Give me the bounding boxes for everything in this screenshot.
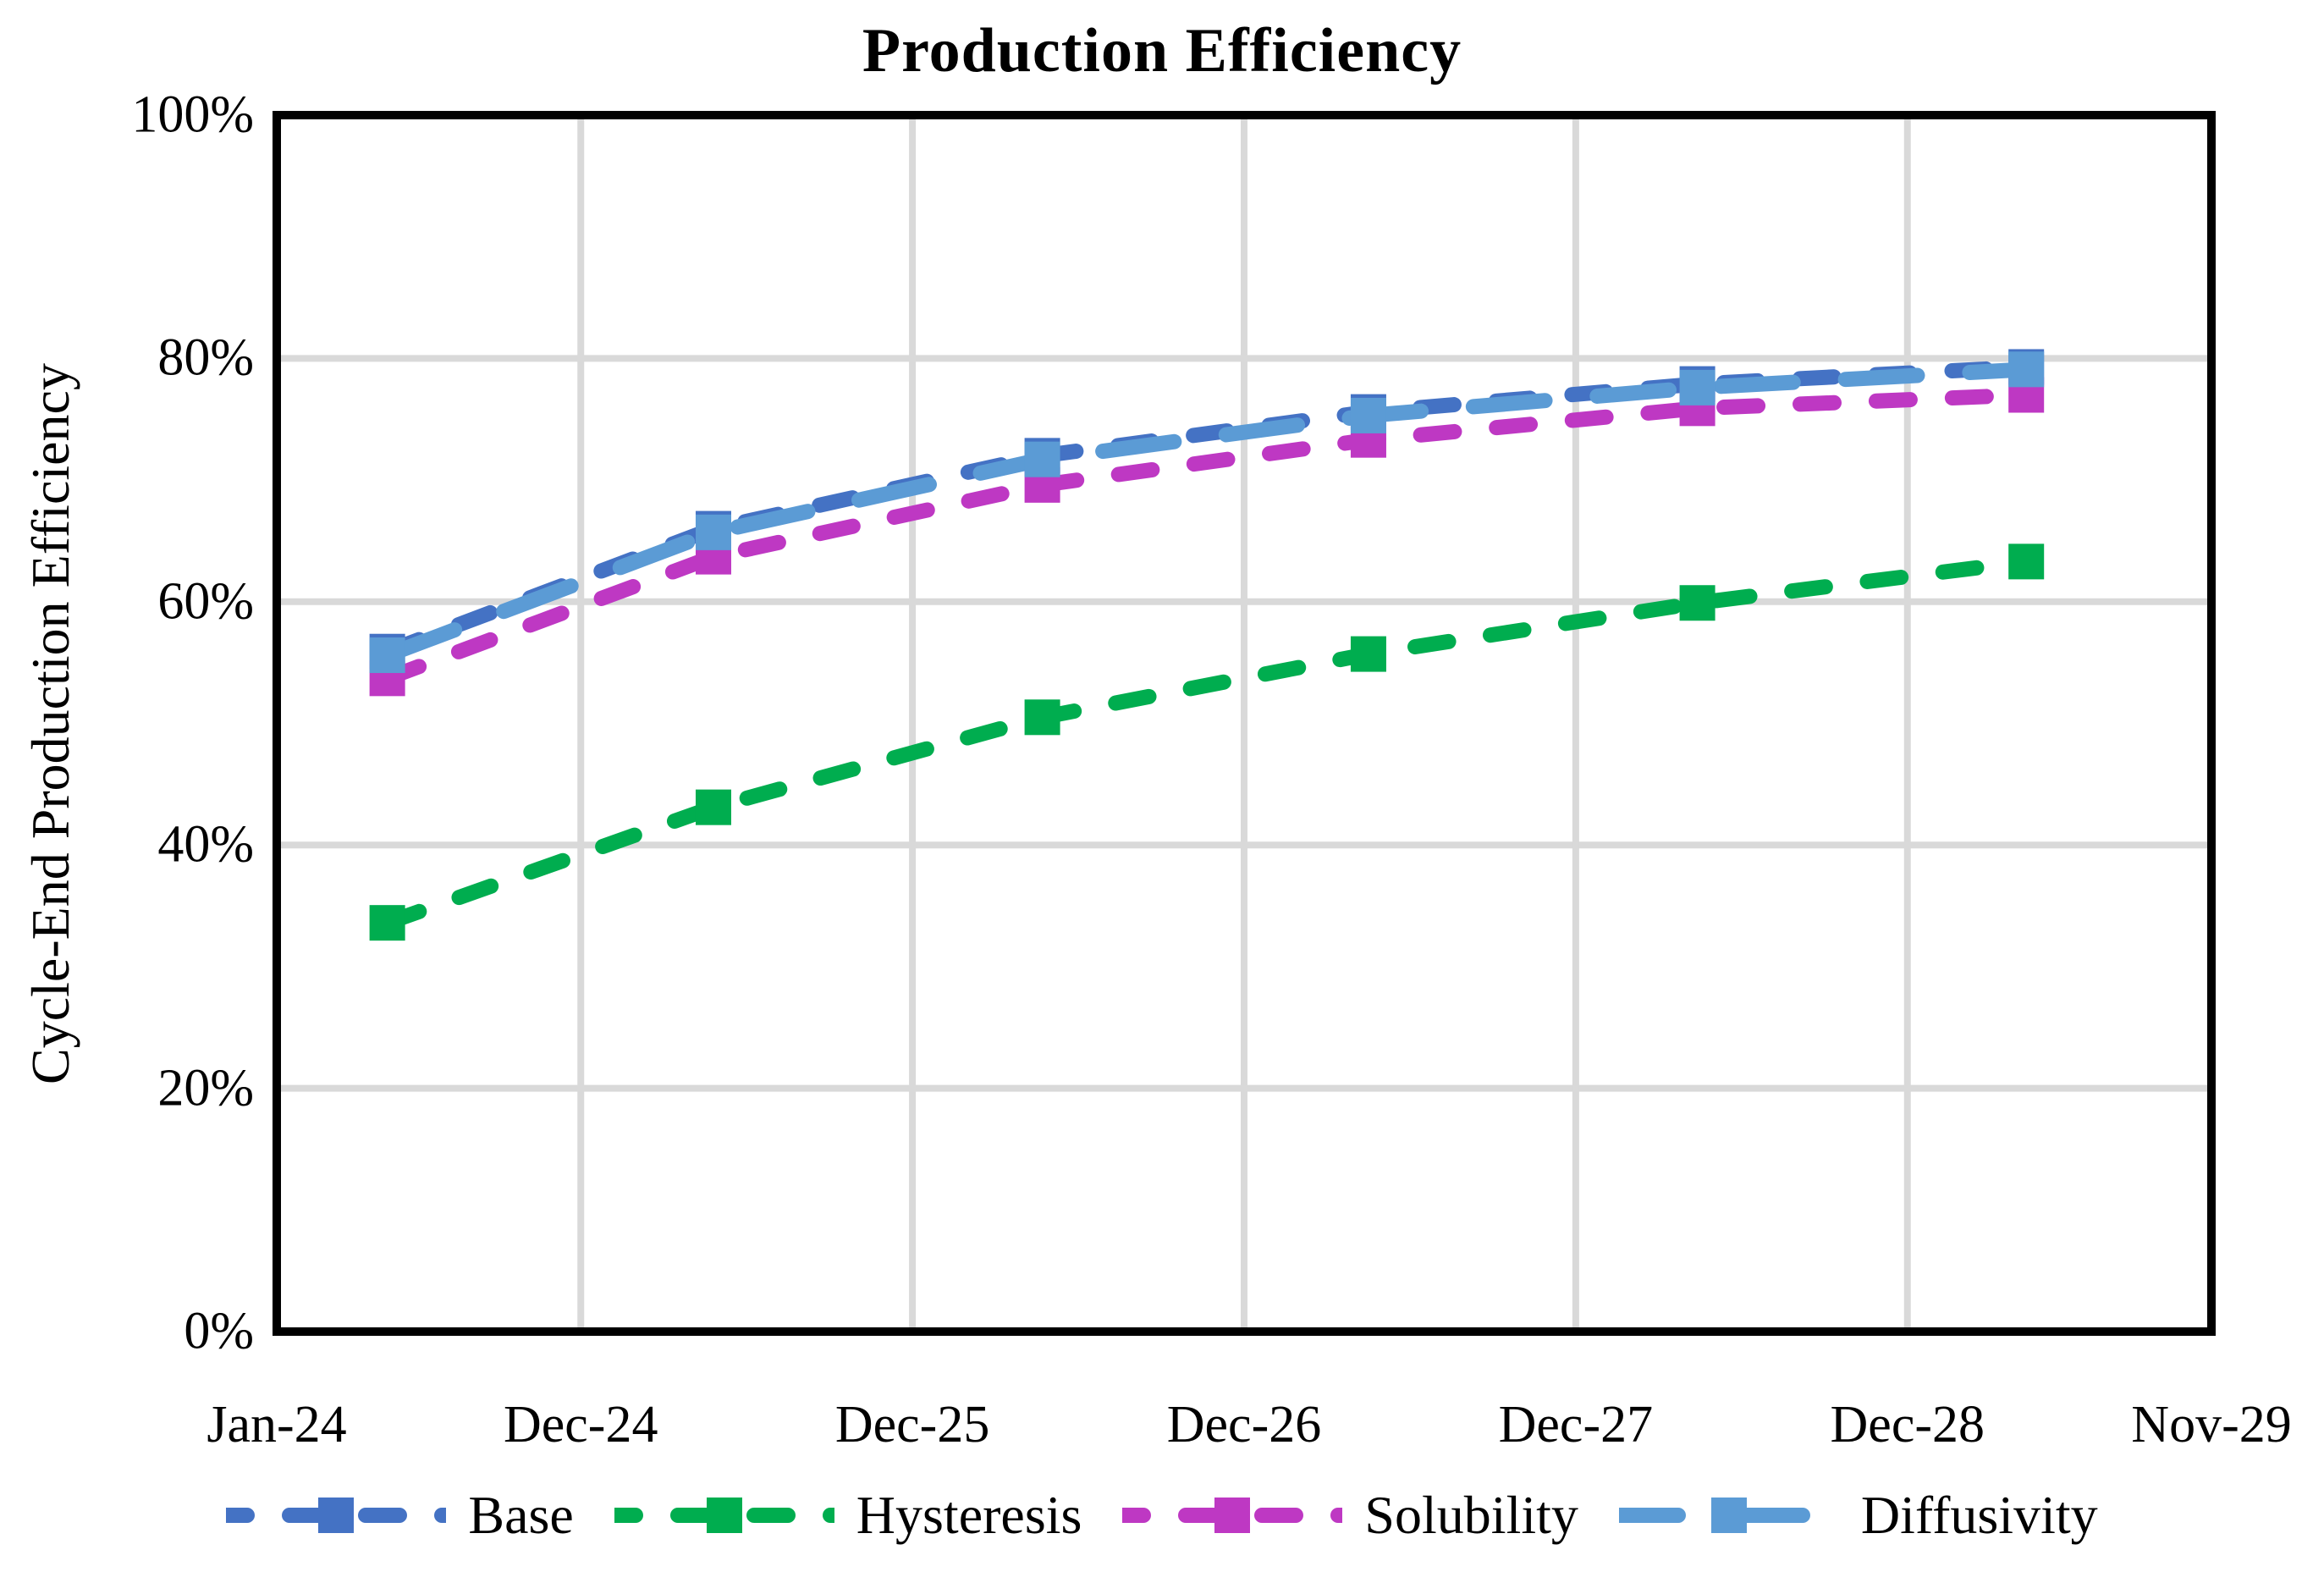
series-line-base <box>379 359 2035 659</box>
x-tick-label: Nov-29 <box>2131 1396 2292 1453</box>
legend-marker-square <box>318 1498 355 1533</box>
series-line-hysteresis <box>379 554 2035 931</box>
plot-border <box>273 111 2216 1336</box>
x-tick-label: Jan-24 <box>207 1396 347 1453</box>
legend-label: Diffusivity <box>1860 1485 2098 1545</box>
y-tick-label: 0% <box>184 1302 254 1360</box>
y-tick-label: 40% <box>157 815 254 874</box>
legend-line-sample <box>226 1498 447 1533</box>
data-point-marker-diffusivity <box>695 514 731 550</box>
y-tick-label: 100% <box>131 85 254 144</box>
legend-item-base: Base <box>226 1484 574 1547</box>
legend-item-hysteresis: Hysteresis <box>614 1484 1082 1547</box>
data-point-marker-hysteresis <box>1679 585 1715 621</box>
legend-line-sample <box>1618 1498 1839 1533</box>
y-tick-label: 80% <box>157 328 254 387</box>
data-point-marker-diffusivity <box>1350 397 1386 433</box>
x-tick-label: Dec-27 <box>1498 1396 1654 1453</box>
legend-marker-square <box>706 1498 742 1533</box>
y-tick-label: 20% <box>157 1059 254 1117</box>
legend: Base Hysteresis Solubility Diffusivity <box>0 1473 2324 1558</box>
legend-label: Hysteresis <box>856 1485 1082 1545</box>
x-tick-label: Dec-24 <box>503 1396 658 1453</box>
y-tick-label: 60% <box>157 572 254 631</box>
data-point-marker-diffusivity <box>1679 369 1715 405</box>
x-tick-label: Dec-28 <box>1830 1396 1985 1453</box>
data-point-marker-hysteresis <box>695 789 731 825</box>
legend-item-diffusivity: Diffusivity <box>1618 1484 2098 1547</box>
series-line-diffusivity <box>379 361 2035 664</box>
x-tick-label: Dec-26 <box>1166 1396 1322 1453</box>
legend-line-sample <box>1122 1498 1343 1533</box>
legend-marker-square <box>1214 1498 1251 1533</box>
legend-line-sample <box>614 1498 834 1533</box>
data-point-marker-hysteresis <box>369 905 405 941</box>
x-tick-label: Dec-25 <box>834 1396 990 1453</box>
legend-item-solubility: Solubility <box>1122 1484 1578 1547</box>
data-point-marker-diffusivity <box>1024 441 1060 477</box>
chart-title: Production Efficiency <box>862 16 1462 85</box>
data-point-marker-diffusivity <box>369 637 405 674</box>
series-line-solubility <box>379 387 2035 687</box>
legend-marker-square <box>1710 1498 1747 1533</box>
legend-label: Solubility <box>1364 1485 1578 1545</box>
data-point-marker-hysteresis <box>1350 636 1386 672</box>
data-point-marker-hysteresis <box>2008 543 2045 580</box>
legend-label: Base <box>468 1485 574 1545</box>
data-point-marker-hysteresis <box>1024 699 1060 736</box>
data-point-marker-diffusivity <box>2008 351 2045 388</box>
